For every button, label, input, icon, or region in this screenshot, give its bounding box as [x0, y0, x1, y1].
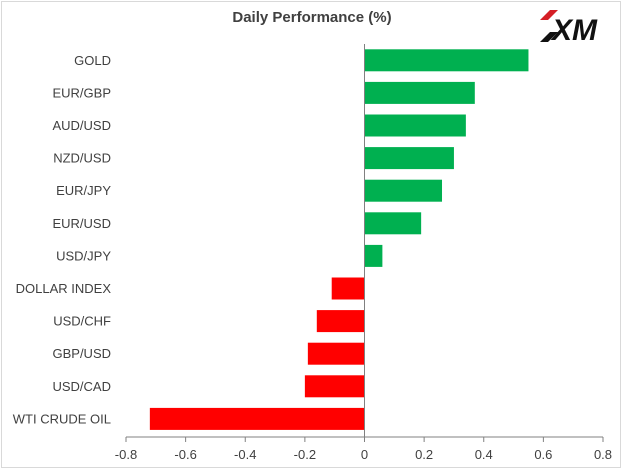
x-tick-label: -0.4	[234, 447, 256, 462]
category-label: AUD/USD	[52, 118, 111, 133]
chart-title: Daily Performance (%)	[232, 9, 392, 26]
bar-nzd-usd	[364, 147, 454, 170]
category-label: WTI CRUDE OIL	[13, 411, 111, 426]
category-label: USD/CAD	[52, 379, 111, 394]
x-tick-label: -0.6	[174, 447, 196, 462]
bar-aud-usd	[364, 114, 466, 137]
category-label: GBP/USD	[52, 346, 111, 361]
x-tick-label: -0.8	[115, 447, 137, 462]
bar-eur-jpy	[364, 179, 443, 202]
category-label: NZD/USD	[53, 151, 111, 166]
bar-wti-crude-oil	[149, 407, 365, 430]
category-label: USD/JPY	[56, 248, 111, 263]
bar-usd-jpy	[364, 244, 383, 267]
category-label: USD/CHF	[53, 314, 111, 329]
xm-logo: XM	[540, 10, 598, 47]
x-tick-label: 0.4	[475, 447, 493, 462]
logo-text: XM	[550, 14, 598, 47]
x-tick-label: 0.2	[415, 447, 433, 462]
category-label: EUR/GBP	[52, 85, 111, 100]
x-tick-label: 0.6	[534, 447, 552, 462]
bar-dollar-index	[331, 277, 365, 300]
x-tick-label: 0.8	[594, 447, 612, 462]
bar-gbp-usd	[307, 342, 365, 365]
category-label: DOLLAR INDEX	[16, 281, 112, 296]
bar-usd-cad	[304, 375, 365, 398]
bar-eur-gbp	[364, 81, 475, 104]
bar-gold	[364, 49, 529, 72]
category-label: GOLD	[74, 53, 111, 68]
x-tick-label: 0	[361, 447, 368, 462]
category-label: EUR/JPY	[56, 183, 111, 198]
bar-usd-chf	[316, 310, 365, 333]
bar-eur-usd	[364, 212, 422, 235]
x-tick-label: -0.2	[294, 447, 316, 462]
category-label: EUR/USD	[52, 216, 111, 231]
